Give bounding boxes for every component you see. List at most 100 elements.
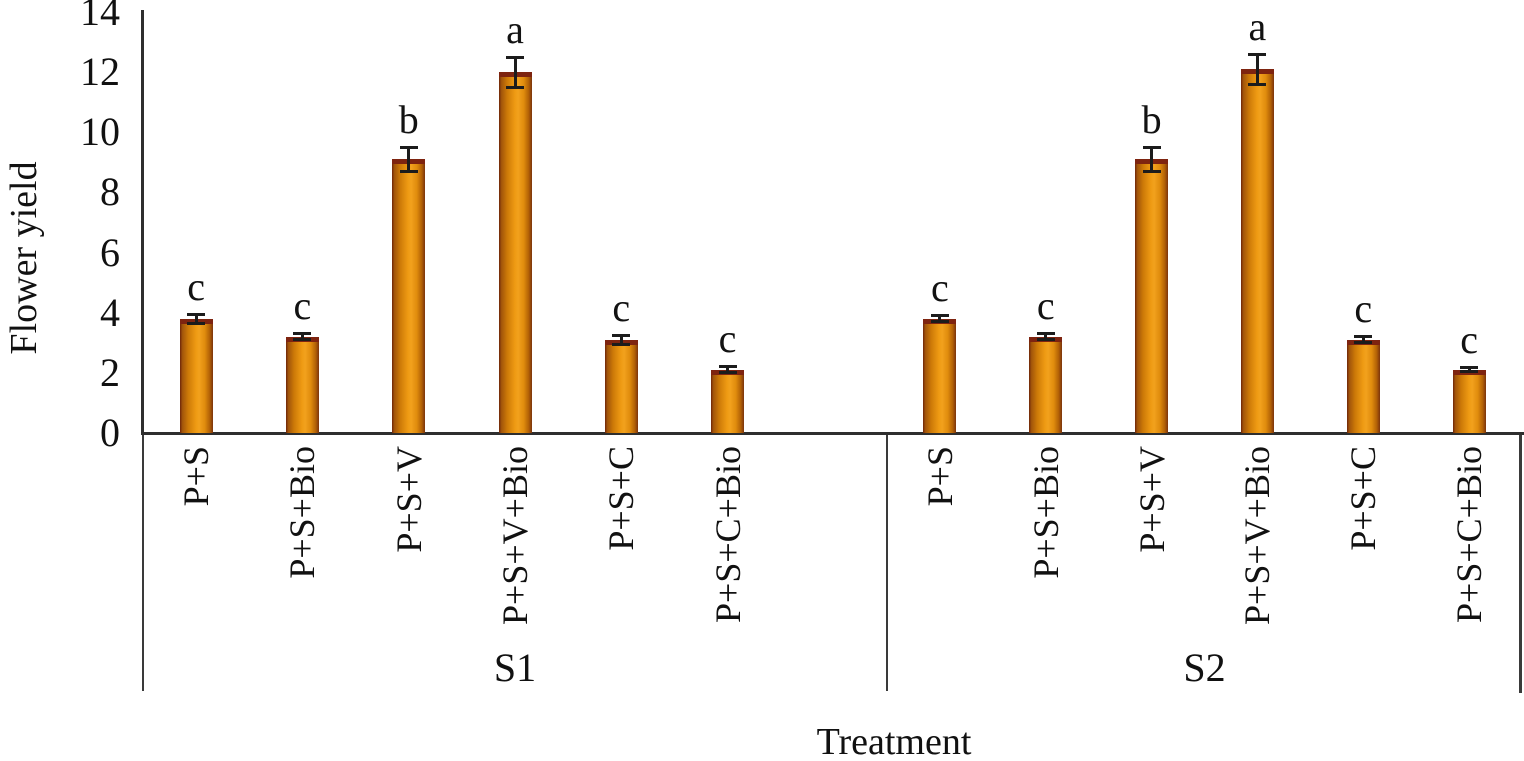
significance-letter-s2-p-s-v: b (1141, 96, 1162, 142)
error-bar-s1-p-s-c (612, 333, 631, 346)
error-bar-cap (930, 314, 949, 318)
error-bar-cap (1354, 335, 1373, 339)
y-tick-label: 14 (80, 0, 120, 34)
significance-letter-s1-p-s-v: b (398, 96, 419, 142)
error-bar-whisker (1255, 52, 1259, 86)
error-bar-s2-p-s-c (1354, 335, 1373, 345)
y-tick-label: 12 (80, 49, 120, 95)
error-bar-cap (1460, 366, 1479, 370)
bar-s1-p-s (179, 318, 213, 433)
x-tick-label-s2-p-s-v-bio: P+S+V+Bio (1237, 446, 1278, 625)
error-bar-cap (1036, 332, 1055, 336)
error-bar-whisker (1044, 332, 1048, 342)
y-tick-label: 10 (80, 109, 120, 155)
error-bar-cap (930, 320, 949, 324)
error-bar-whisker (194, 312, 198, 325)
x-tick-label-s1-p-s: P+S (176, 446, 217, 507)
x-tick-label-s2-p-s-c: P+S+C (1343, 446, 1384, 551)
significance-letter-s1-p-s: c (187, 263, 206, 309)
error-bar-cap (718, 365, 737, 369)
error-bar-whisker (1361, 335, 1365, 345)
x-tick-label-s2-p-s-c-bio: P+S+C+Bio (1449, 446, 1490, 623)
error-bar-whisker (938, 314, 942, 324)
bar-s1-p-s-c (604, 339, 638, 433)
bar-s1-p-s-c-bio (711, 369, 745, 433)
error-bar-cap (1036, 338, 1055, 342)
bar-s2-p-s-v-bio (1240, 69, 1274, 433)
x-tick-label-s2-p-s-v: P+S+V (1131, 446, 1172, 553)
error-bar-s2-p-s-c-bio (1460, 366, 1479, 374)
significance-letter-s1-p-s-c: c (612, 284, 631, 330)
y-axis-line (141, 10, 144, 434)
significance-letter-s2-p-s-v-bio: a (1248, 3, 1267, 49)
group-label-s1: S1 (493, 645, 537, 690)
significance-letter-s1-p-s-v-bio: a (506, 6, 524, 52)
bar-s2-p-s-v (1135, 159, 1169, 433)
error-bar-s2-p-s-bio (1036, 332, 1055, 342)
bar-s1-p-s-v-bio (498, 72, 532, 433)
x-tick-label-s2-p-s: P+S (919, 446, 960, 507)
error-bar-cap (1460, 370, 1479, 374)
bar-s2-p-s-c (1346, 339, 1380, 433)
x-tick-label-s1-p-s-c: P+S+C (601, 446, 642, 551)
significance-letter-s2-p-s-bio: c (1036, 283, 1055, 329)
x-axis-line (141, 432, 1524, 435)
error-bar-cap (1354, 341, 1373, 345)
error-bar-cap (187, 321, 206, 325)
error-bar-cap (399, 169, 418, 173)
x-tick-label-s1-p-s-v: P+S+V (388, 446, 429, 553)
error-bar-cap (1248, 52, 1267, 56)
x-tick-label-s1-p-s-c-bio: P+S+C+Bio (707, 446, 748, 623)
error-bar-s1-p-s-c-bio (718, 365, 737, 375)
error-bar-cap (1142, 169, 1161, 173)
error-bar-cap (612, 342, 631, 346)
group-label-s2: S2 (1183, 645, 1226, 690)
significance-letter-s2-p-s-c-bio: c (1460, 317, 1478, 363)
error-bar-whisker (619, 333, 623, 346)
error-bar-cap (612, 333, 631, 337)
error-bar-whisker (1467, 366, 1471, 374)
bar-s2-p-s-bio (1029, 336, 1063, 433)
significance-letter-s2-p-s: c (931, 265, 949, 311)
error-bar-cap (399, 145, 418, 149)
error-bar-whisker (407, 145, 411, 173)
error-bar-cap (1142, 145, 1161, 149)
y-tick-label: 0 (100, 410, 120, 455)
error-bar-s1-p-s-v-bio (506, 55, 524, 89)
x-tick-label-s2-p-s-bio: P+S+Bio (1025, 446, 1066, 579)
significance-letter-s2-p-s-c: c (1354, 286, 1373, 332)
significance-letter-s1-p-s-bio: c (293, 283, 312, 329)
bar-s2-p-s (923, 318, 957, 433)
x-tick-label-s1-p-s-bio: P+S+Bio (282, 446, 323, 579)
error-bar-cap (506, 55, 524, 59)
error-bar-s1-p-s-v (399, 145, 418, 173)
y-tick-label: 2 (100, 349, 120, 395)
error-bar-whisker (726, 365, 730, 375)
error-bar-cap (293, 332, 312, 336)
y-tick-label: 6 (100, 229, 120, 275)
significance-letter-s1-p-s-c-bio: c (718, 316, 737, 362)
category-frame-right-border (1519, 435, 1522, 693)
error-bar-whisker (300, 332, 304, 342)
bar-s1-p-s-v (392, 159, 426, 433)
error-bar-cap (506, 85, 524, 89)
error-bar-s2-p-s-v-bio (1248, 52, 1267, 86)
y-tick-label: 8 (100, 169, 120, 215)
error-bar-whisker (513, 55, 517, 89)
error-bar-cap (187, 312, 206, 316)
bar-s1-p-s-bio (285, 336, 319, 433)
category-frame-left-border (142, 435, 144, 691)
error-bar-s2-p-s-v (1142, 145, 1161, 173)
group-divider-line (886, 435, 888, 691)
y-tick-label: 4 (100, 289, 120, 335)
bar-s2-p-s-c-bio (1452, 369, 1486, 433)
error-bar-cap (1248, 82, 1267, 86)
x-tick-label-s1-p-s-v-bio: P+S+V+Bio (495, 446, 535, 625)
error-bar-whisker (1150, 145, 1154, 173)
error-bar-s2-p-s (930, 314, 949, 324)
x-axis-title: Treatment (816, 721, 972, 761)
error-bar-s1-p-s-bio (293, 332, 312, 342)
error-bar-s1-p-s (187, 312, 206, 325)
error-bar-cap (718, 371, 737, 375)
